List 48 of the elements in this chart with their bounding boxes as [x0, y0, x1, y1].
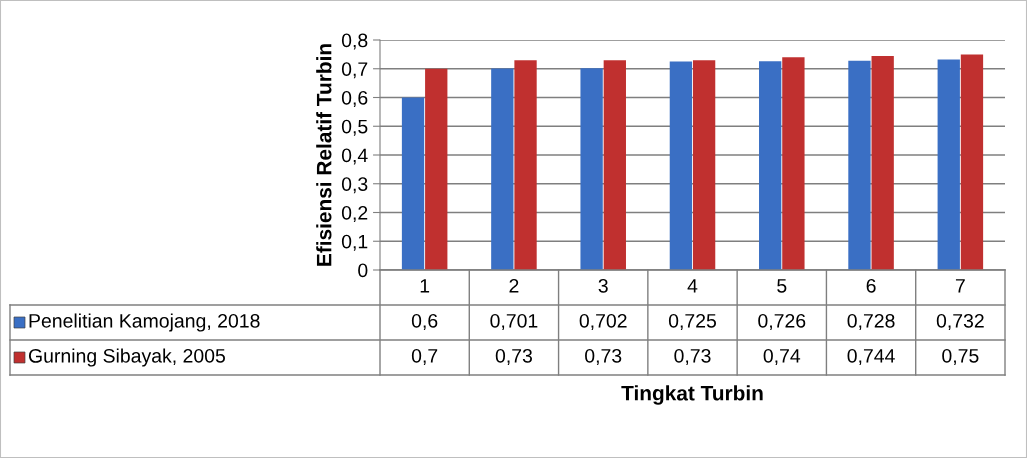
x-tick-label: 6 — [866, 278, 876, 293]
data-label: 0,75 — [942, 348, 979, 366]
data-label: 0,701 — [490, 313, 538, 331]
y-axis-title: Efisiensi Relatif Turbin — [316, 44, 332, 266]
y-tick-label: 0,7 — [341, 62, 368, 79]
bar — [692, 60, 716, 270]
x-tick-label: 1 — [420, 279, 430, 293]
x-tick-label: 2 — [509, 278, 519, 293]
y-tick-label: 0,5 — [341, 119, 368, 136]
bar — [401, 97, 425, 270]
bar — [425, 68, 448, 270]
data-label: 0,6 — [411, 313, 438, 331]
data-label: 0,702 — [579, 313, 627, 331]
y-tick-label: 0,2 — [341, 205, 368, 223]
data-label: 0,73 — [585, 348, 622, 366]
data-label: 0,73 — [674, 348, 711, 366]
bar — [937, 59, 960, 270]
data-label: 0,74 — [763, 348, 801, 366]
bar — [759, 61, 782, 270]
legend-label: Gurning Sibayak, 2005 — [28, 348, 225, 367]
bar — [669, 61, 693, 270]
bar — [848, 60, 871, 270]
bar — [514, 60, 537, 270]
bar — [580, 68, 603, 270]
data-label: 0,728 — [847, 313, 895, 331]
x-tick-label: 4 — [687, 279, 698, 293]
y-tick-label: 0,6 — [341, 90, 368, 108]
bar — [491, 68, 514, 270]
bar — [603, 60, 626, 270]
x-axis-title: Tingkat Turbin — [621, 385, 763, 405]
y-tick-label: 0,3 — [341, 177, 368, 194]
x-tick-label: 7 — [955, 279, 965, 293]
data-label: 0,726 — [758, 313, 806, 331]
data-label: 0,725 — [668, 313, 717, 331]
data-label: 0,7 — [411, 348, 438, 366]
y-tick-label: 0,4 — [341, 148, 368, 165]
y-tick-label: 0 — [358, 263, 368, 278]
legend-label: Penelitian Kamojang, 2018 — [29, 313, 260, 332]
bar — [782, 57, 805, 270]
y-tick-label: 0,1 — [341, 234, 368, 251]
bar — [871, 56, 894, 270]
x-tick-label: 3 — [598, 278, 608, 293]
bar — [960, 54, 984, 270]
y-tick-label: 0,8 — [341, 33, 368, 50]
data-label: 0,73 — [495, 348, 532, 366]
x-tick-label: 5 — [777, 279, 787, 293]
data-label: 0,744 — [847, 348, 895, 366]
data-label: 0,732 — [936, 313, 984, 331]
